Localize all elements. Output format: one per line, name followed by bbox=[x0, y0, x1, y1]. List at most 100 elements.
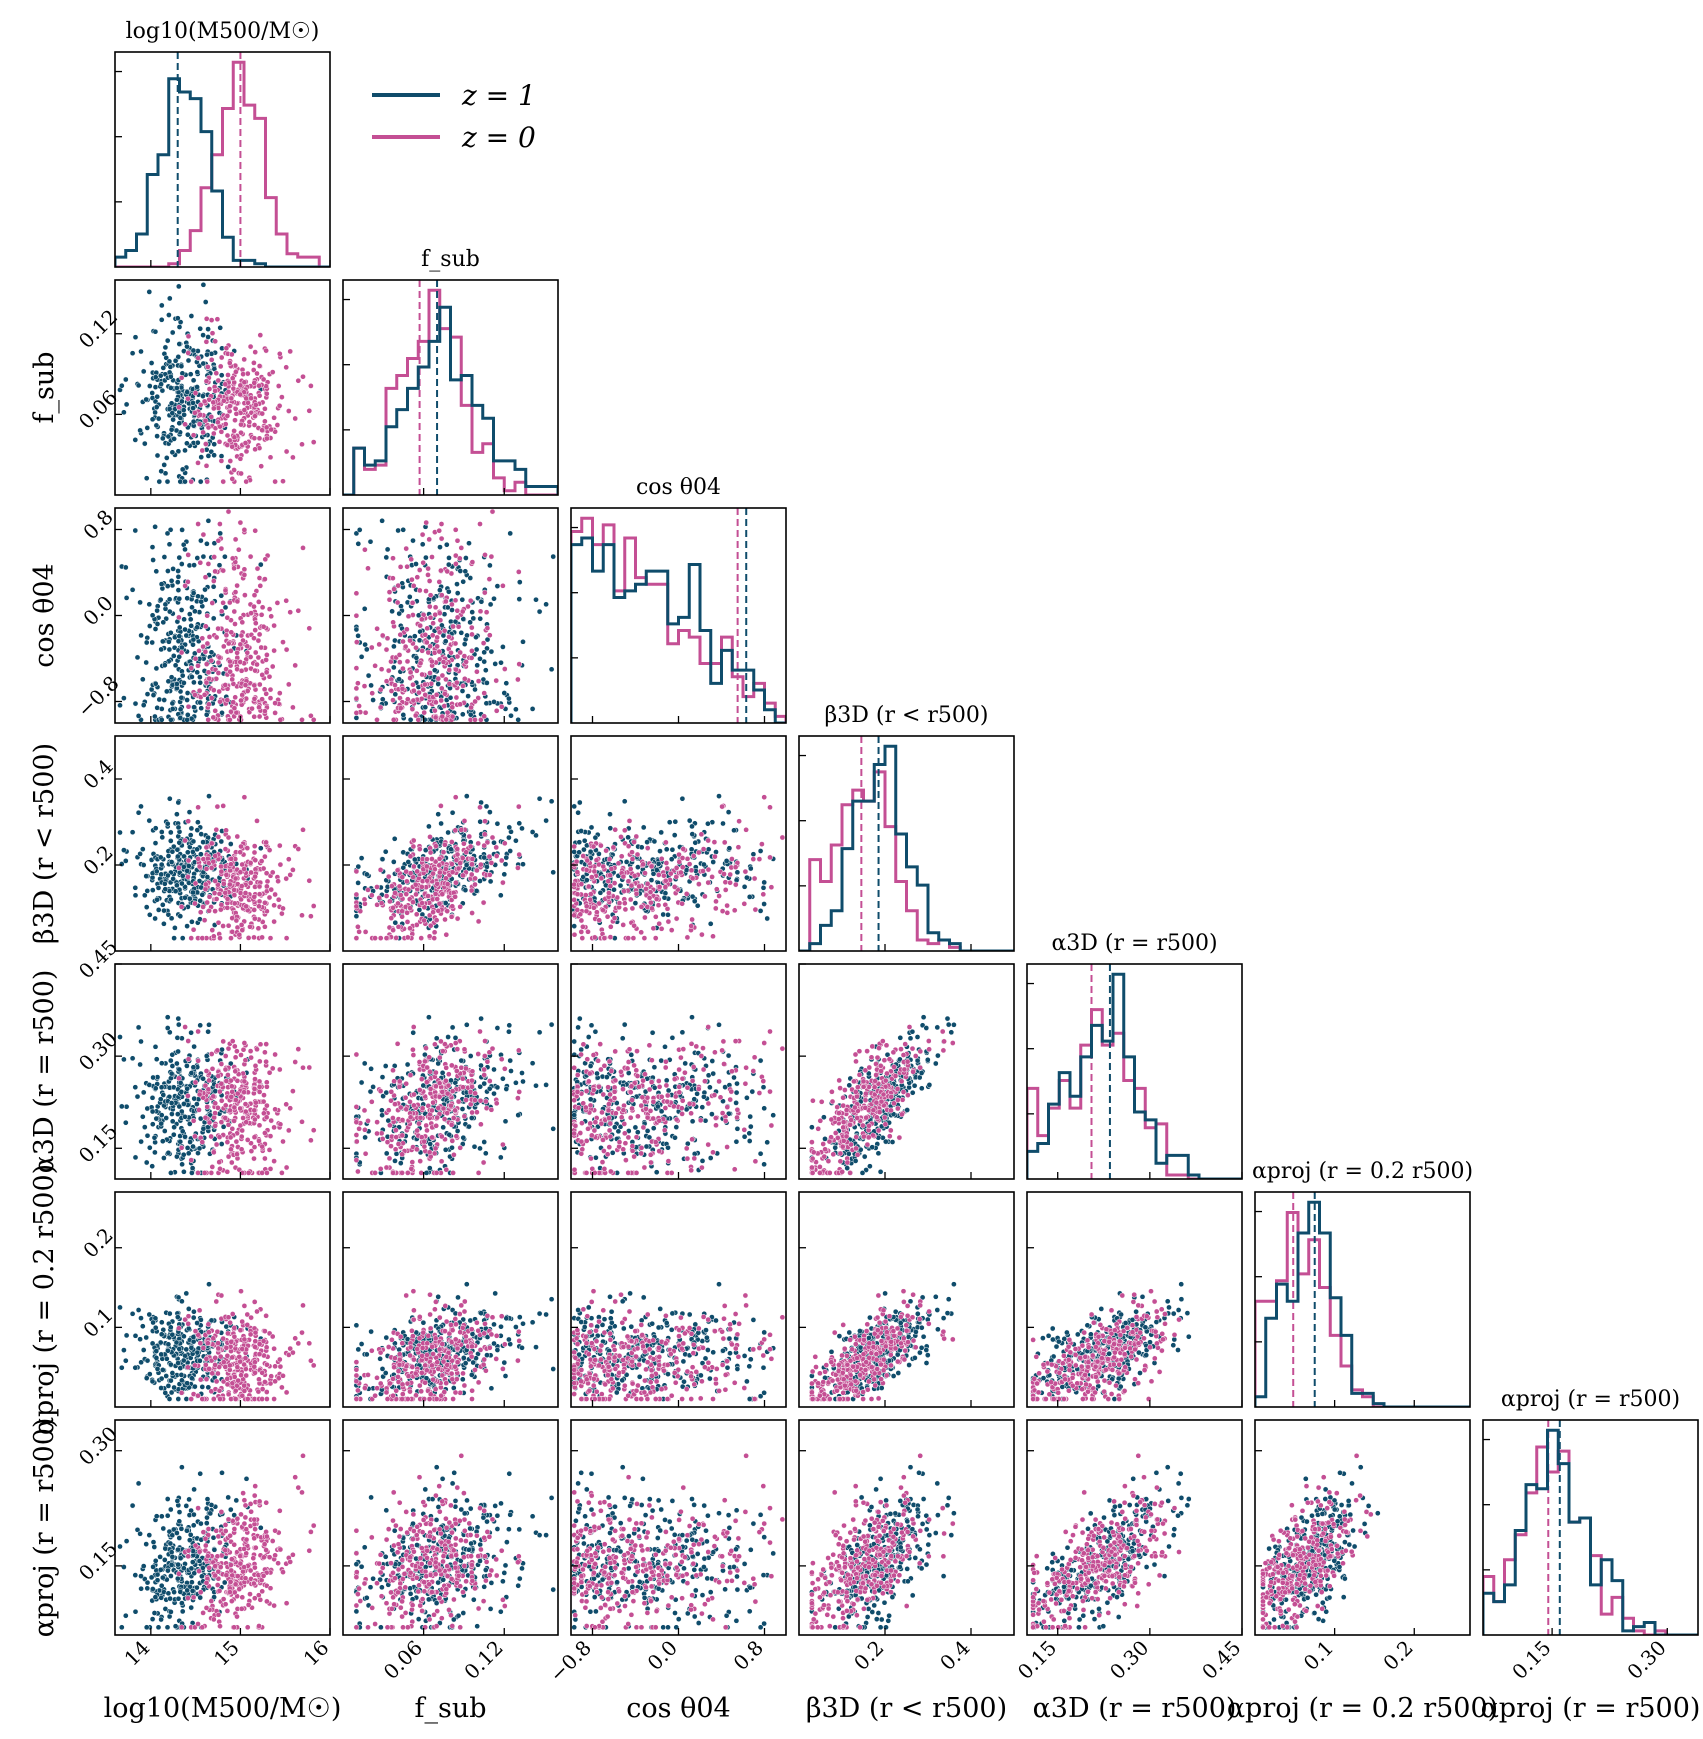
point-z0 bbox=[500, 879, 506, 886]
point-z0 bbox=[260, 1098, 267, 1105]
point-z0 bbox=[229, 555, 236, 562]
point-z0 bbox=[261, 1092, 267, 1098]
point-z0 bbox=[248, 1054, 254, 1061]
point-z0 bbox=[220, 643, 227, 650]
point-z0 bbox=[306, 407, 313, 414]
point-z1 bbox=[482, 1150, 489, 1157]
point-z1 bbox=[177, 319, 184, 325]
point-z0 bbox=[211, 890, 218, 896]
point-z1 bbox=[146, 1144, 153, 1151]
point-z0 bbox=[259, 672, 266, 678]
point-z0 bbox=[656, 920, 663, 927]
point-z1 bbox=[507, 530, 514, 537]
point-z0 bbox=[212, 387, 218, 394]
point-z0 bbox=[449, 869, 456, 876]
point-z1 bbox=[187, 832, 194, 838]
point-z0 bbox=[679, 900, 685, 907]
point-z0 bbox=[283, 935, 290, 941]
point-z0 bbox=[251, 1134, 258, 1141]
point-z0 bbox=[192, 655, 199, 662]
point-z0 bbox=[251, 934, 257, 941]
point-z0 bbox=[266, 894, 273, 901]
point-z1 bbox=[383, 554, 390, 561]
point-z1 bbox=[175, 1021, 182, 1028]
point-z1 bbox=[161, 554, 168, 560]
point-z1 bbox=[761, 879, 768, 886]
point-z0 bbox=[256, 1058, 263, 1065]
point-z0 bbox=[206, 634, 213, 640]
point-z0 bbox=[271, 622, 277, 629]
point-z1 bbox=[184, 697, 190, 703]
point-z1 bbox=[155, 415, 162, 422]
point-z0 bbox=[197, 411, 204, 418]
point-z0 bbox=[206, 386, 213, 392]
point-z0 bbox=[407, 905, 413, 911]
panel-frame bbox=[114, 963, 331, 1180]
point-z0 bbox=[648, 863, 655, 870]
point-z0 bbox=[217, 1088, 223, 1095]
point-z0 bbox=[403, 868, 410, 875]
point-z0 bbox=[208, 865, 215, 871]
point-z0 bbox=[202, 881, 209, 888]
point-z0 bbox=[423, 1122, 430, 1129]
point-z1 bbox=[383, 1150, 390, 1157]
point-z0 bbox=[237, 391, 244, 398]
point-z1 bbox=[137, 1061, 143, 1068]
point-z0 bbox=[237, 849, 244, 856]
point-z0 bbox=[252, 620, 259, 627]
point-z0 bbox=[468, 655, 475, 661]
point-z0 bbox=[376, 641, 383, 648]
point-z1 bbox=[188, 1070, 195, 1076]
point-z1 bbox=[146, 289, 153, 295]
point-z1 bbox=[660, 911, 667, 918]
point-z0 bbox=[212, 338, 219, 345]
point-z0 bbox=[453, 857, 460, 864]
point-z1 bbox=[459, 688, 466, 694]
point-z0 bbox=[196, 687, 203, 694]
point-z0 bbox=[234, 649, 240, 656]
point-z0 bbox=[205, 669, 212, 676]
point-z0 bbox=[188, 935, 195, 941]
point-z1 bbox=[467, 711, 474, 718]
point-z1 bbox=[163, 354, 170, 361]
point-z0 bbox=[232, 621, 238, 627]
point-z0 bbox=[245, 1170, 252, 1176]
point-z1 bbox=[117, 702, 123, 709]
point-z0 bbox=[279, 394, 285, 400]
point-z0 bbox=[290, 867, 296, 873]
point-z0 bbox=[457, 903, 464, 910]
point-z1 bbox=[166, 608, 173, 615]
point-z1 bbox=[503, 854, 510, 861]
point-z0 bbox=[226, 716, 233, 723]
point-z1 bbox=[500, 644, 506, 650]
point-z1 bbox=[168, 859, 175, 865]
panel-frame bbox=[798, 735, 1015, 952]
point-z1 bbox=[563, 841, 568, 846]
point-z0 bbox=[208, 1170, 215, 1176]
point-z1 bbox=[484, 645, 490, 652]
point-z1 bbox=[152, 384, 159, 390]
point-z1 bbox=[427, 1141, 434, 1147]
panel-fsub-fsub: f_sub bbox=[342, 247, 559, 496]
point-z0 bbox=[662, 877, 669, 884]
point-z0 bbox=[642, 914, 648, 921]
point-z1 bbox=[152, 680, 159, 687]
y-axis-label-alpha3D: α3D (r = r500) bbox=[29, 970, 60, 1174]
point-z0 bbox=[212, 1110, 218, 1116]
point-z1 bbox=[143, 1159, 150, 1166]
point-z1 bbox=[172, 888, 179, 895]
point-z0 bbox=[414, 868, 421, 875]
point-z1 bbox=[205, 326, 211, 332]
point-z0 bbox=[243, 478, 250, 485]
point-z0 bbox=[249, 705, 255, 712]
point-z0 bbox=[436, 862, 443, 869]
point-z1 bbox=[746, 894, 753, 900]
point-z1 bbox=[164, 583, 171, 589]
point-z1 bbox=[184, 389, 191, 395]
point-z1 bbox=[382, 848, 389, 855]
point-z0 bbox=[448, 1062, 455, 1069]
y-axis-label-beta3D: β3D (r < r500) bbox=[29, 743, 60, 944]
point-z1 bbox=[468, 1115, 475, 1121]
point-z1 bbox=[174, 396, 180, 403]
point-z0 bbox=[285, 681, 292, 688]
